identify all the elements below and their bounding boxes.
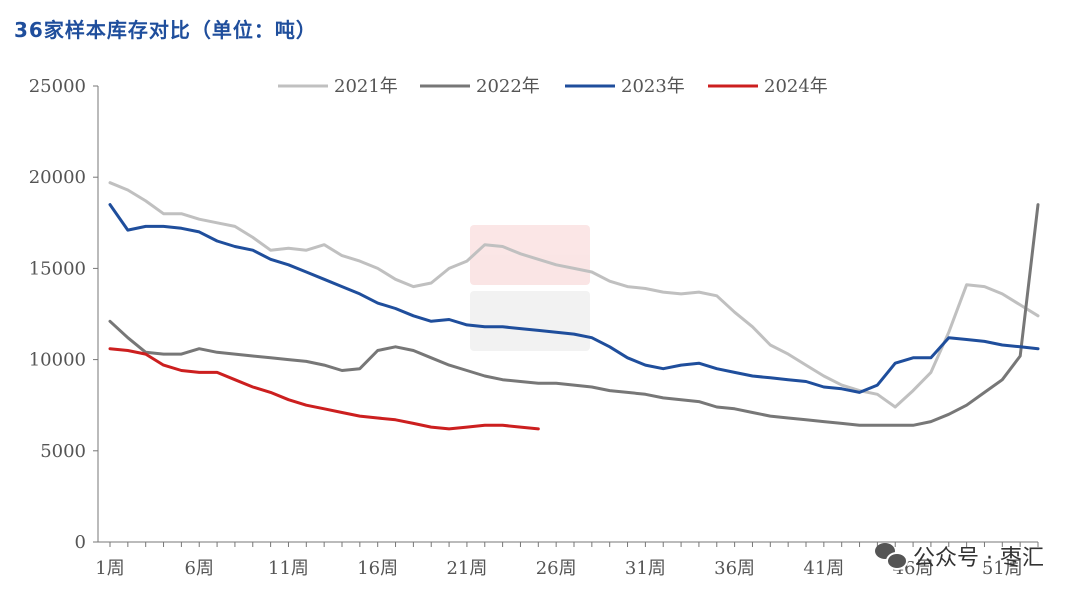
x-tick-label: 51周	[982, 558, 1023, 579]
x-tick-label: 41周	[803, 558, 844, 579]
legend-label: 2024年	[764, 76, 828, 97]
series-line-2023年	[108, 203, 1040, 394]
series-line-2022年	[108, 203, 1040, 427]
x-tick-label: 6周	[185, 558, 214, 579]
x-tick-label: 36周	[714, 558, 755, 579]
mysteel-watermark-logo	[470, 225, 600, 375]
x-tick-label: 11周	[268, 558, 309, 579]
y-tick-label: 20000	[29, 167, 86, 188]
legend-label: 2021年	[334, 76, 398, 97]
wechat-account-label: 公众号 · 枣汇	[913, 546, 1044, 571]
series-line-2024年	[108, 347, 540, 431]
x-tick-label: 16周	[357, 558, 398, 579]
legend-label: 2023年	[621, 76, 685, 97]
series-line-2021年	[108, 181, 1040, 409]
y-tick-label: 5000	[40, 441, 86, 462]
x-tick-label: 1周	[95, 558, 124, 579]
x-tick-label: 21周	[446, 558, 487, 579]
x-tick-label: 26周	[536, 558, 577, 579]
y-tick-label: 15000	[29, 258, 86, 279]
y-tick-label: 10000	[29, 350, 86, 371]
y-tick-label: 0	[75, 532, 86, 553]
chart-title: 36家样本库存对比（单位：吨）	[14, 18, 317, 42]
legend-label: 2022年	[476, 76, 540, 97]
wechat-icon	[875, 543, 909, 570]
x-tick-label: 31周	[625, 558, 666, 579]
wechat-watermark: 公众号 · 枣汇	[875, 540, 1044, 572]
y-tick-label: 25000	[29, 76, 86, 97]
